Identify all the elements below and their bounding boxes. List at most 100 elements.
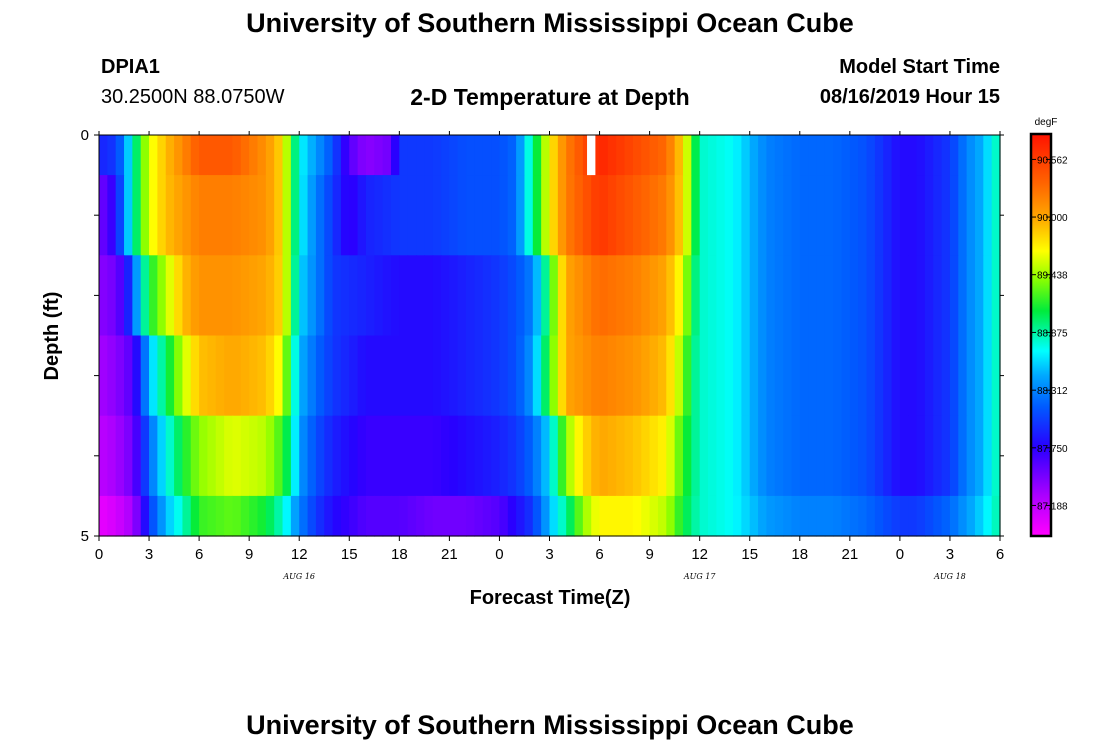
x-tick-label: 0	[495, 546, 503, 563]
heatmap-cell	[407, 415, 417, 497]
heatmap-cell	[491, 135, 501, 176]
heatmap-cell	[624, 495, 634, 537]
heatmap-cell	[874, 175, 884, 256]
heatmap-cell	[432, 175, 442, 256]
heatmap-cell	[883, 255, 893, 337]
heatmap-cell	[607, 135, 617, 176]
heatmap-cell	[249, 135, 259, 176]
heatmap-cell	[774, 415, 784, 497]
heatmap-cell	[132, 255, 142, 337]
heatmap-cell	[841, 135, 851, 176]
heatmap-cell	[708, 175, 717, 256]
heatmap-cell	[124, 415, 133, 497]
heatmap-cell	[399, 415, 409, 497]
heatmap-cell	[499, 255, 509, 337]
heatmap-cell	[841, 175, 851, 256]
heatmap-cell	[390, 415, 400, 497]
heatmap-cell	[365, 415, 375, 497]
heatmap-cell	[249, 175, 259, 256]
heatmap-cell	[315, 175, 325, 256]
x-tick-label: 3	[145, 546, 153, 563]
heatmap-cell	[332, 335, 342, 417]
x-date-label: AUG 16	[282, 572, 315, 581]
heatmap-cell	[641, 495, 651, 537]
heatmap-cell	[924, 335, 934, 417]
heatmap-cell	[833, 255, 843, 337]
heatmap-cell	[532, 415, 542, 497]
heatmap-cell	[849, 335, 859, 417]
heatmap-cell	[224, 135, 234, 176]
heatmap-cell	[632, 495, 642, 537]
heatmap-cell	[941, 495, 951, 537]
heatmap-cell	[974, 335, 984, 417]
x-axis-title: Forecast Time(Z)	[470, 587, 631, 609]
colorbar-tick-label: 88.312	[1037, 386, 1068, 397]
heatmap-cell	[958, 495, 968, 537]
heatmap-cell	[190, 175, 200, 256]
heatmap-cell	[199, 335, 209, 417]
heatmap-cell	[165, 255, 175, 337]
heatmap-cell	[883, 175, 893, 256]
heatmap-cell	[249, 335, 259, 417]
heatmap-cell	[457, 335, 467, 417]
heatmap-cell	[641, 415, 651, 497]
heatmap-cell	[240, 415, 250, 497]
heatmap-cell	[307, 495, 317, 537]
heatmap-cell	[507, 175, 517, 256]
colorbar-unit: degF	[1035, 117, 1058, 128]
heatmap-cell	[482, 135, 492, 176]
heatmap-cell	[657, 415, 667, 497]
heatmap-cell	[299, 415, 309, 497]
heatmap-cell	[382, 255, 392, 337]
heatmap-cell	[149, 335, 158, 417]
heatmap-cell	[799, 415, 809, 497]
heatmap-cell	[741, 335, 751, 417]
heatmap-cell	[966, 255, 976, 337]
heatmap-cell	[257, 135, 267, 176]
heatmap-cell	[657, 135, 667, 176]
heatmap-cell	[232, 255, 242, 337]
heatmap-cell	[382, 415, 392, 497]
heatmap-cell	[516, 415, 526, 497]
heatmap-cell	[399, 495, 409, 537]
heatmap-cell	[441, 255, 450, 337]
heatmap-cell	[699, 175, 709, 256]
heatmap-cell	[891, 255, 901, 337]
heatmap-cell	[491, 175, 501, 256]
heatmap-cell	[808, 335, 818, 417]
x-tick-label: 18	[791, 546, 808, 563]
heatmap-cell	[140, 495, 150, 537]
heatmap-cell	[549, 135, 559, 176]
heatmap-cell	[382, 175, 392, 256]
heatmap-cell	[666, 135, 676, 176]
heatmap-cell	[733, 335, 742, 417]
heatmap-cell	[966, 415, 976, 497]
heatmap-cell	[908, 415, 918, 497]
heatmap-cell	[265, 255, 275, 337]
heatmap-cell	[324, 255, 334, 337]
heatmap-cell	[507, 255, 517, 337]
heatmap-cell	[466, 335, 476, 417]
heatmap-cell	[107, 335, 117, 417]
heatmap-cell	[541, 135, 551, 176]
heatmap-cell	[557, 175, 567, 256]
heatmap-cell	[582, 495, 592, 537]
heatmap-cell	[524, 175, 534, 256]
heatmap-cell	[399, 135, 409, 176]
heatmap-cell	[774, 175, 784, 256]
heatmap-cell	[491, 495, 501, 537]
heatmap-cell	[941, 255, 951, 337]
x-tick-label: 9	[645, 546, 653, 563]
heatmap-cell	[699, 415, 709, 497]
heatmap-cell	[699, 335, 709, 417]
heatmap-cell	[549, 255, 559, 337]
heatmap-cell	[841, 415, 851, 497]
heatmap-cell	[324, 415, 334, 497]
heatmap-cell	[524, 415, 534, 497]
heatmap-cell	[983, 175, 993, 256]
heatmap-cell	[949, 135, 959, 176]
heatmap-cell	[682, 415, 692, 497]
heatmap-cell	[182, 415, 192, 497]
heatmap-cell	[215, 335, 225, 417]
heatmap-cell	[207, 495, 217, 537]
